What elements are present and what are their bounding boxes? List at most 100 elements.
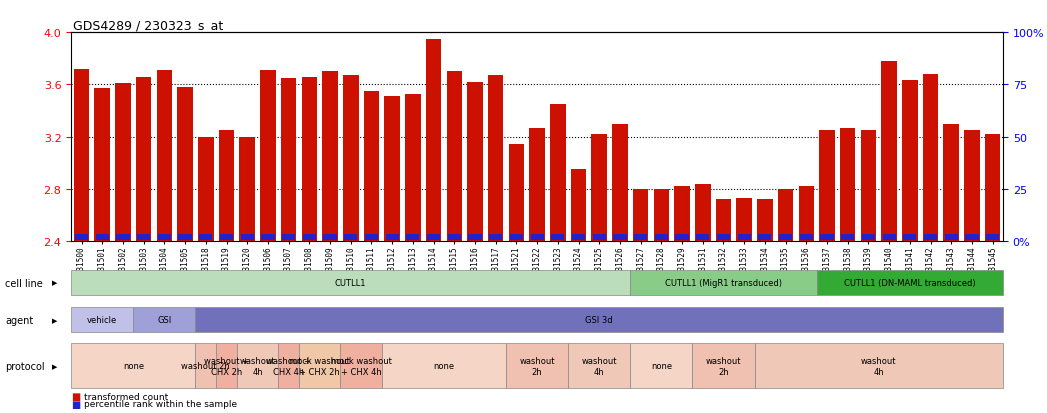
Text: ▶: ▶ bbox=[51, 317, 58, 323]
Bar bbox=[281, 78, 296, 242]
Text: ■: ■ bbox=[71, 399, 81, 409]
Bar bbox=[883, 234, 896, 240]
Bar bbox=[427, 234, 440, 240]
Bar bbox=[343, 76, 358, 242]
Text: none: none bbox=[433, 361, 454, 370]
Bar bbox=[260, 71, 275, 242]
Text: agent: agent bbox=[5, 315, 34, 325]
Bar bbox=[862, 234, 875, 240]
Bar bbox=[675, 234, 689, 240]
Text: CUTLL1 (MigR1 transduced): CUTLL1 (MigR1 transduced) bbox=[665, 278, 782, 287]
Bar bbox=[322, 72, 338, 242]
Bar bbox=[632, 190, 648, 242]
Bar bbox=[468, 234, 482, 240]
Bar bbox=[922, 75, 938, 242]
Text: percentile rank within the sample: percentile rank within the sample bbox=[84, 399, 237, 408]
Text: washout
4h: washout 4h bbox=[861, 356, 896, 375]
Bar bbox=[157, 71, 172, 242]
Text: ■: ■ bbox=[71, 392, 81, 401]
Bar bbox=[448, 234, 461, 240]
Bar bbox=[593, 234, 606, 240]
Bar bbox=[177, 88, 193, 242]
Bar bbox=[653, 190, 669, 242]
Bar bbox=[737, 234, 751, 240]
Bar bbox=[903, 81, 917, 242]
Bar bbox=[674, 187, 690, 242]
Bar bbox=[592, 135, 607, 242]
Bar bbox=[985, 135, 1001, 242]
Text: protocol: protocol bbox=[5, 361, 45, 371]
Bar bbox=[943, 124, 959, 242]
Bar bbox=[489, 234, 503, 240]
Text: washout
4h: washout 4h bbox=[240, 356, 275, 375]
Bar bbox=[198, 137, 214, 242]
Bar bbox=[73, 69, 89, 242]
Bar bbox=[840, 128, 855, 242]
Bar bbox=[778, 190, 794, 242]
Text: transformed count: transformed count bbox=[84, 392, 168, 401]
Bar bbox=[861, 131, 876, 242]
Bar bbox=[964, 131, 980, 242]
Bar bbox=[240, 137, 255, 242]
Bar bbox=[324, 234, 337, 240]
Bar bbox=[944, 234, 958, 240]
Bar bbox=[800, 234, 812, 240]
Bar bbox=[736, 199, 752, 242]
Bar bbox=[136, 77, 152, 242]
Bar bbox=[426, 40, 442, 242]
Bar bbox=[262, 234, 274, 240]
Text: mock washout
+ CHX 4h: mock washout + CHX 4h bbox=[331, 356, 392, 375]
Bar bbox=[137, 234, 151, 240]
Bar bbox=[614, 234, 626, 240]
Bar bbox=[510, 234, 524, 240]
Bar bbox=[303, 234, 316, 240]
Text: washout
2h: washout 2h bbox=[519, 356, 555, 375]
Text: GSI: GSI bbox=[157, 316, 172, 325]
Text: washout
2h: washout 2h bbox=[706, 356, 741, 375]
Bar bbox=[716, 200, 731, 242]
Bar bbox=[965, 234, 979, 240]
Bar bbox=[116, 234, 130, 240]
Bar bbox=[758, 234, 772, 240]
Text: none: none bbox=[122, 361, 143, 370]
Bar bbox=[779, 234, 793, 240]
Bar bbox=[220, 234, 233, 240]
Bar bbox=[612, 124, 628, 242]
Bar bbox=[115, 84, 131, 242]
Bar bbox=[405, 94, 421, 242]
Bar bbox=[364, 234, 378, 240]
Text: washout
4h: washout 4h bbox=[581, 356, 617, 375]
Bar bbox=[406, 234, 420, 240]
Bar bbox=[634, 234, 647, 240]
Bar bbox=[882, 62, 897, 242]
Text: washout 2h: washout 2h bbox=[181, 361, 230, 370]
Bar bbox=[757, 200, 773, 242]
Bar bbox=[467, 83, 483, 242]
Bar bbox=[509, 145, 525, 242]
Bar bbox=[75, 234, 88, 240]
Bar bbox=[530, 128, 544, 242]
Bar bbox=[178, 234, 192, 240]
Bar bbox=[282, 234, 295, 240]
Bar bbox=[572, 234, 585, 240]
Bar bbox=[799, 187, 815, 242]
Bar bbox=[821, 234, 833, 240]
Bar bbox=[241, 234, 253, 240]
Bar bbox=[696, 234, 710, 240]
Bar bbox=[550, 105, 565, 242]
Bar bbox=[695, 184, 711, 242]
Text: washout +
CHX 4h: washout + CHX 4h bbox=[266, 356, 311, 375]
Text: CUTLL1: CUTLL1 bbox=[335, 278, 366, 287]
Bar bbox=[446, 72, 462, 242]
Bar bbox=[95, 234, 109, 240]
Bar bbox=[551, 234, 564, 240]
Bar bbox=[199, 234, 213, 240]
Bar bbox=[158, 234, 171, 240]
Bar bbox=[385, 234, 399, 240]
Text: vehicle: vehicle bbox=[87, 316, 117, 325]
Text: ▶: ▶ bbox=[51, 280, 58, 286]
Bar bbox=[904, 234, 916, 240]
Bar bbox=[94, 89, 110, 242]
Text: ▶: ▶ bbox=[51, 363, 58, 369]
Bar bbox=[384, 97, 400, 242]
